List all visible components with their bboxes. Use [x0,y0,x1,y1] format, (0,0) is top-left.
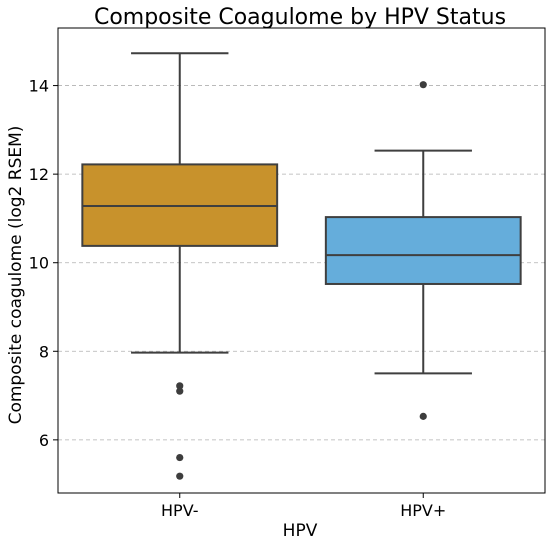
plot-frame [57,27,546,494]
y-tick-label: 12 [29,165,49,184]
y-tick-label: 14 [29,77,49,96]
box-HPV- [81,52,279,480]
y-tick-label: 6 [39,431,49,450]
chart-title: Composite Coagulome by HPV Status [94,5,506,30]
x-tick-label: HPV+ [400,501,446,520]
y-axis-label: Composite coagulome (log2 RSEM) [6,126,26,425]
x-axis-label: HPV [283,521,318,541]
box-HPV+ [324,81,522,420]
y-tick-label: 8 [39,342,49,361]
iqr-box [324,216,522,285]
axis-ticks: 6 8 10 12 14 HPV- HPV+ [29,77,447,520]
x-tick-label: HPV- [161,501,198,520]
outlier-point [176,382,184,390]
outlier-point [176,387,184,395]
outlier-point [176,472,184,480]
outlier-point [419,81,427,89]
boxes [81,52,522,480]
outlier-point [176,453,184,462]
outlier-point [419,412,427,420]
y-tick-label: 10 [29,254,49,273]
